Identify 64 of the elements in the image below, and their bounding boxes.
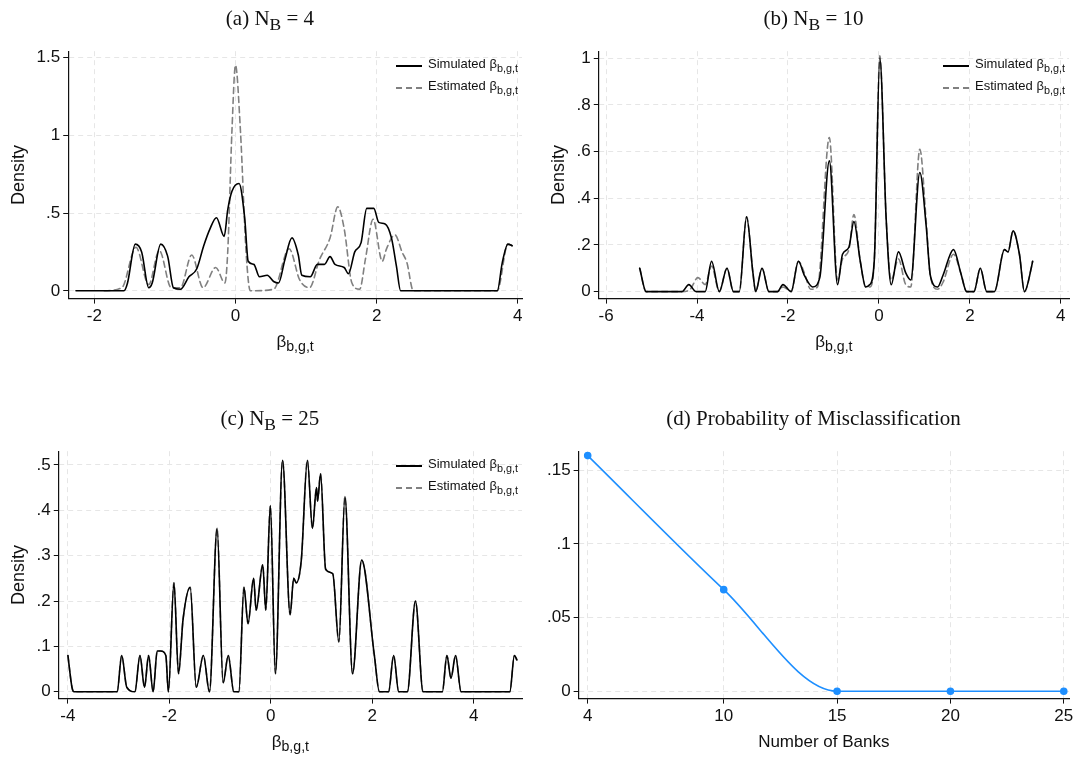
y-tick-label: .2 bbox=[576, 234, 591, 254]
x-tick-label: -6 bbox=[598, 306, 614, 326]
x-tick-label: 2 bbox=[371, 306, 382, 326]
x-tick-label: 25 bbox=[1054, 706, 1074, 726]
y-tick-label: .4 bbox=[576, 187, 591, 207]
legend-label: Simulated β$_{b,g,t}$ bbox=[975, 55, 1065, 76]
y-tick-label: 1.5 bbox=[36, 47, 61, 67]
chart-title: (d) Probability of Misclassification bbox=[665, 406, 962, 431]
y-tick-label: 1 bbox=[581, 47, 591, 67]
y-tick-label: .05 bbox=[546, 607, 571, 627]
x-tick-label: 4 bbox=[513, 306, 523, 326]
y-tick-label: .1 bbox=[36, 636, 51, 656]
x-tick-label: 20 bbox=[940, 706, 960, 726]
x-axis-title: β$_{b,g,t}$ bbox=[275, 332, 315, 355]
x-tick-label: -2 bbox=[161, 706, 177, 726]
legend-label: Estimated β$_{b,g,t}$ bbox=[428, 476, 518, 498]
y-tick-label: 0 bbox=[581, 281, 591, 301]
y-tick-label: .3 bbox=[36, 545, 51, 565]
x-tick-label: 4 bbox=[582, 706, 593, 726]
x-tick-label: 0 bbox=[230, 306, 241, 326]
point bbox=[946, 687, 955, 696]
x-tick-label: -2 bbox=[86, 306, 102, 326]
y-tick-label: .5 bbox=[36, 454, 51, 474]
line-series bbox=[75, 182, 513, 292]
y-tick-label: .8 bbox=[576, 94, 591, 114]
x-tick-label: 4 bbox=[1056, 306, 1066, 326]
y-tick-label: .6 bbox=[576, 141, 591, 161]
line-series bbox=[67, 459, 518, 693]
legend-label: Estimated β$_{b,g,t}$ bbox=[975, 76, 1065, 98]
x-tick-label: 2 bbox=[367, 706, 378, 726]
y-axis-title: Density bbox=[547, 144, 568, 205]
x-axis-title: β$_{b,g,t}$ bbox=[270, 732, 311, 755]
y-tick-label: .5 bbox=[46, 202, 61, 222]
y-tick-label: .1 bbox=[556, 533, 571, 553]
point bbox=[719, 585, 728, 594]
x-tick-label: 4 bbox=[469, 706, 479, 726]
y-tick-label: .15 bbox=[546, 460, 571, 480]
y-axis-title: Density bbox=[7, 144, 28, 205]
chart-title: (c) N$_{B}$ = 25 bbox=[219, 406, 321, 436]
legend-label: Simulated β$_{b,g,t}$ bbox=[428, 455, 518, 476]
y-tick-label: 0 bbox=[50, 280, 61, 300]
legend-label: Simulated β$_{b,g,t}$ bbox=[428, 55, 518, 76]
chart-title: (a) N$_{B}$ = 4 bbox=[224, 6, 316, 36]
x-tick-label: 0 bbox=[874, 306, 884, 326]
x-tick-label: 2 bbox=[965, 306, 975, 326]
y-tick-label: 1 bbox=[50, 124, 61, 144]
x-tick-label: -4 bbox=[689, 306, 705, 326]
chart-title: (b) N$_{B}$ = 10 bbox=[762, 6, 865, 36]
y-tick-label: 0 bbox=[41, 681, 51, 701]
x-tick-label: -4 bbox=[60, 706, 76, 726]
y-axis-title: Density bbox=[7, 544, 28, 605]
x-axis-title: Number of Banks bbox=[757, 732, 891, 752]
x-tick-label: 15 bbox=[827, 706, 847, 726]
y-tick-label: 0 bbox=[561, 680, 571, 700]
point bbox=[1059, 687, 1068, 696]
point bbox=[833, 687, 841, 696]
point bbox=[583, 451, 592, 460]
x-tick-label: 0 bbox=[266, 706, 276, 726]
x-tick-label: 10 bbox=[714, 706, 734, 726]
legend-label: Estimated β$_{b,g,t}$ bbox=[428, 76, 518, 98]
y-tick-label: .2 bbox=[36, 590, 51, 610]
x-axis-title: β$_{b,g,t}$ bbox=[814, 332, 854, 355]
y-tick-label: .4 bbox=[36, 499, 51, 519]
x-tick-label: -2 bbox=[780, 306, 796, 326]
